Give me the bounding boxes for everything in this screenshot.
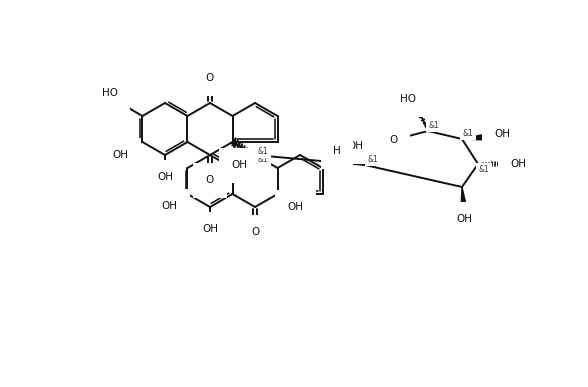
Polygon shape [344, 154, 365, 165]
Text: &1: &1 [429, 120, 439, 130]
Text: OH: OH [162, 201, 178, 211]
Text: &1: &1 [258, 147, 268, 156]
Text: &1: &1 [463, 128, 473, 137]
Polygon shape [462, 134, 486, 140]
Text: O: O [251, 227, 259, 237]
Text: OH: OH [456, 214, 472, 224]
Text: OH: OH [494, 129, 510, 139]
Text: H: H [333, 146, 341, 156]
Text: HO: HO [102, 88, 118, 98]
Text: OH: OH [510, 159, 526, 169]
Text: OH: OH [112, 150, 128, 160]
Text: &1: &1 [368, 154, 378, 163]
Text: OH: OH [347, 141, 363, 151]
Text: OH: OH [232, 160, 248, 170]
Text: &1: &1 [258, 156, 268, 164]
Text: HO: HO [400, 94, 416, 104]
Text: O: O [389, 135, 397, 145]
Text: OH: OH [157, 172, 173, 182]
Text: &1: &1 [479, 166, 489, 175]
Polygon shape [461, 187, 467, 209]
Text: OH: OH [288, 202, 303, 212]
Text: O: O [206, 73, 214, 83]
Text: OH: OH [202, 224, 218, 234]
Text: O: O [206, 175, 214, 185]
